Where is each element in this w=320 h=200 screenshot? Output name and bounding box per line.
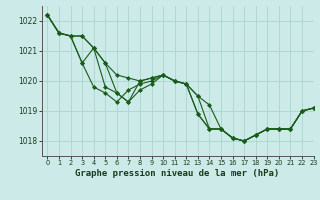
X-axis label: Graphe pression niveau de la mer (hPa): Graphe pression niveau de la mer (hPa) bbox=[76, 169, 280, 178]
